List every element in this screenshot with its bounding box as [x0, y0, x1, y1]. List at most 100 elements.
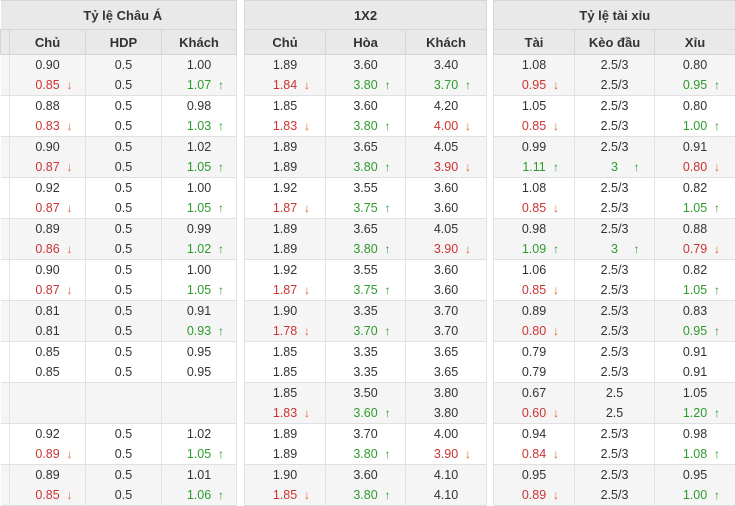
odds-value: 2.5/3 — [600, 181, 629, 195]
odds-cell: 1.05 — [493, 95, 576, 116]
odds-cell: 0.93 ↑ — [160, 321, 238, 342]
odds-cell: 0.88 — [654, 218, 735, 239]
odds-cell: 3.55 — [325, 177, 407, 198]
odds-cell: 3 ↑ — [574, 157, 656, 178]
table-left-edge — [0, 198, 10, 219]
odds-value: 0.87 — [35, 201, 60, 215]
odds-cell: 1.00 ↑ — [654, 485, 735, 506]
odds-row: 0.92 0.5 1.02 1.89 3.70 4.00 0.94 2.5/3 0.98 — [0, 423, 735, 444]
odds-row: 0.87 ↓ 0.5 1.05 ↑ 1.87 ↓ 3.75 ↑ 3.60 0.85 ↓ 2.5/3 1.0… — [0, 198, 735, 219]
odds-value: 2.5/3 — [600, 58, 629, 72]
odds-value: 0.80 — [682, 99, 708, 113]
odds-value: 0.93 — [186, 324, 212, 338]
odds-cell: 0.79 — [493, 341, 576, 362]
odds-value: 1.85 — [272, 488, 298, 502]
odds-cell: 0.5 — [85, 485, 162, 506]
odds-value: 0.90 — [35, 140, 60, 154]
odds-row: 0.85 ↓ 0.5 1.07 ↑ 1.84 ↓ 3.80 ↑ 3.70 ↑ 0.95 ↓ 2.5/3 0.… — [0, 75, 735, 96]
odds-value: 1.89 — [272, 447, 298, 461]
odds-cell: 2.5/3 — [574, 423, 656, 444]
odds-cell: 0.95 — [654, 464, 735, 485]
odds-value: 0.90 — [35, 263, 60, 277]
trend-down-icon: ↓ — [304, 324, 311, 338]
odds-value: 3.70 — [353, 324, 378, 338]
odds-value: 1.05 — [186, 283, 212, 297]
group-gap — [236, 177, 246, 198]
odds-cell: 3.70 ↑ — [325, 321, 407, 342]
odds-cell: 0.5 — [85, 341, 162, 362]
odds-value: 1.08 — [521, 181, 547, 195]
odds-value: 0.99 — [186, 222, 212, 236]
odds-cell: 1.05 ↑ — [160, 198, 238, 219]
odds-cell: 0.81 — [9, 321, 86, 342]
trend-up-icon: ↑ — [218, 78, 225, 92]
trend-down-icon: ↓ — [553, 283, 560, 297]
odds-cell: 2.5/3 — [574, 341, 656, 362]
odds-cell: 4.00 ↓ — [405, 116, 488, 137]
odds-value: 1.05 — [682, 201, 708, 215]
odds-value: 3.55 — [353, 263, 378, 277]
trend-up-icon: ↑ — [384, 242, 391, 256]
odds-cell: 1.89 — [244, 239, 327, 260]
group-gap — [486, 95, 495, 116]
trend-up-icon: ↑ — [553, 160, 560, 174]
odds-value: 3 — [611, 160, 618, 174]
odds-value: 1.90 — [272, 304, 298, 318]
odds-value: 1.84 — [272, 78, 298, 92]
odds-value: 0.87 — [35, 283, 60, 297]
odds-cell: 1.85 ↓ — [244, 485, 327, 506]
group-gap — [236, 362, 246, 383]
odds-cell: 3.80 ↑ — [325, 444, 407, 465]
odds-cell: 1.05 ↑ — [654, 198, 735, 219]
odds-cell: 1.87 ↓ — [244, 280, 327, 301]
odds-cell: 0.92 — [9, 423, 86, 444]
odds-value: 1.89 — [272, 222, 298, 236]
odds-value: 1.05 — [682, 386, 708, 400]
odds-value: 2.5 — [605, 406, 624, 420]
odds-cell: 2.5/3 — [574, 259, 656, 280]
odds-value: 0.98 — [682, 427, 708, 441]
odds-cell: 1.07 ↑ — [160, 75, 238, 96]
odds-cell: 3.50 — [325, 382, 407, 403]
odds-value: 1.89 — [272, 140, 298, 154]
odds-value: 0.80 — [682, 160, 708, 174]
odds-value: 0.5 — [114, 283, 133, 297]
odds-value: 3.50 — [353, 386, 378, 400]
odds-value: 0.5 — [114, 488, 133, 502]
odds-value: 0.5 — [114, 58, 133, 72]
group-gap — [486, 0, 495, 30]
trend-up-icon: ↑ — [218, 119, 225, 133]
odds-value: 0.82 — [682, 181, 708, 195]
trend-up-icon: ↑ — [714, 201, 721, 215]
odds-cell: 0.5 — [85, 444, 162, 465]
odds-value: 1.83 — [272, 119, 298, 133]
odds-value: 3.80 — [353, 488, 378, 502]
trend-down-icon: ↓ — [66, 119, 73, 133]
trend-down-icon: ↓ — [553, 488, 560, 502]
trend-down-icon: ↓ — [304, 406, 311, 420]
odds-row: 0.89 0.5 1.01 1.90 3.60 4.10 0.95 2.5/3 0.95 — [0, 464, 735, 485]
group-gap — [486, 464, 495, 485]
group-gap — [236, 403, 246, 424]
odds-cell: 0.5 — [85, 239, 162, 260]
group-gap — [236, 116, 246, 137]
odds-value: 1.89 — [272, 242, 298, 256]
odds-value: 3.60 — [353, 58, 378, 72]
odds-cell: 3.80 ↑ — [325, 485, 407, 506]
odds-value: 1.02 — [186, 242, 212, 256]
trend-up-icon: ↑ — [633, 160, 640, 174]
odds-value: 3.80 — [353, 78, 378, 92]
odds-cell: 2.5/3 — [574, 54, 656, 75]
trend-up-icon: ↑ — [218, 488, 225, 502]
trend-down-icon: ↓ — [553, 119, 560, 133]
odds-cell: 0.85 ↓ — [493, 116, 576, 137]
odds-value: 0.89 — [35, 447, 60, 461]
odds-value: 0.5 — [114, 324, 133, 338]
group-gap — [486, 198, 495, 219]
odds-cell: 0.89 — [9, 464, 86, 485]
odds-cell: 0.87 ↓ — [9, 280, 86, 301]
odds-cell: 3.35 — [325, 300, 407, 321]
odds-value: 1.89 — [272, 58, 298, 72]
odds-value: 2.5/3 — [600, 283, 629, 297]
odds-cell: 0.5 — [85, 177, 162, 198]
